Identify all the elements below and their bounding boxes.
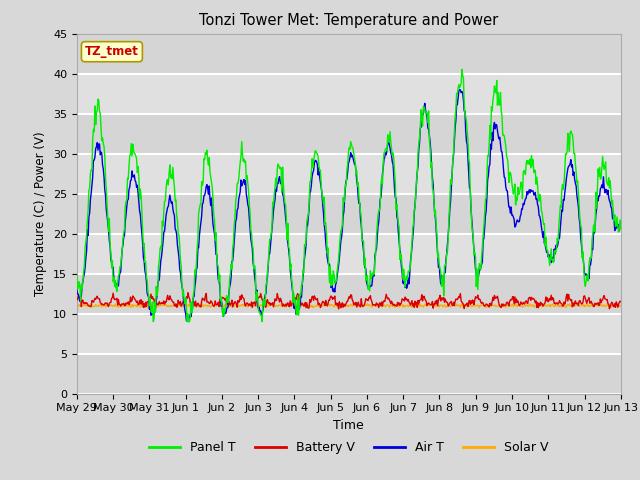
Bar [77,114,621,154]
X-axis label: Time: Time [333,419,364,432]
Legend: Panel T, Battery V, Air T, Solar V: Panel T, Battery V, Air T, Solar V [144,436,554,459]
Bar [77,193,621,234]
Bar [77,34,621,73]
Title: Tonzi Tower Met: Temperature and Power: Tonzi Tower Met: Temperature and Power [199,13,499,28]
Text: TZ_tmet: TZ_tmet [85,45,139,58]
Bar [77,354,621,394]
Bar [77,274,621,313]
Y-axis label: Temperature (C) / Power (V): Temperature (C) / Power (V) [35,132,47,296]
